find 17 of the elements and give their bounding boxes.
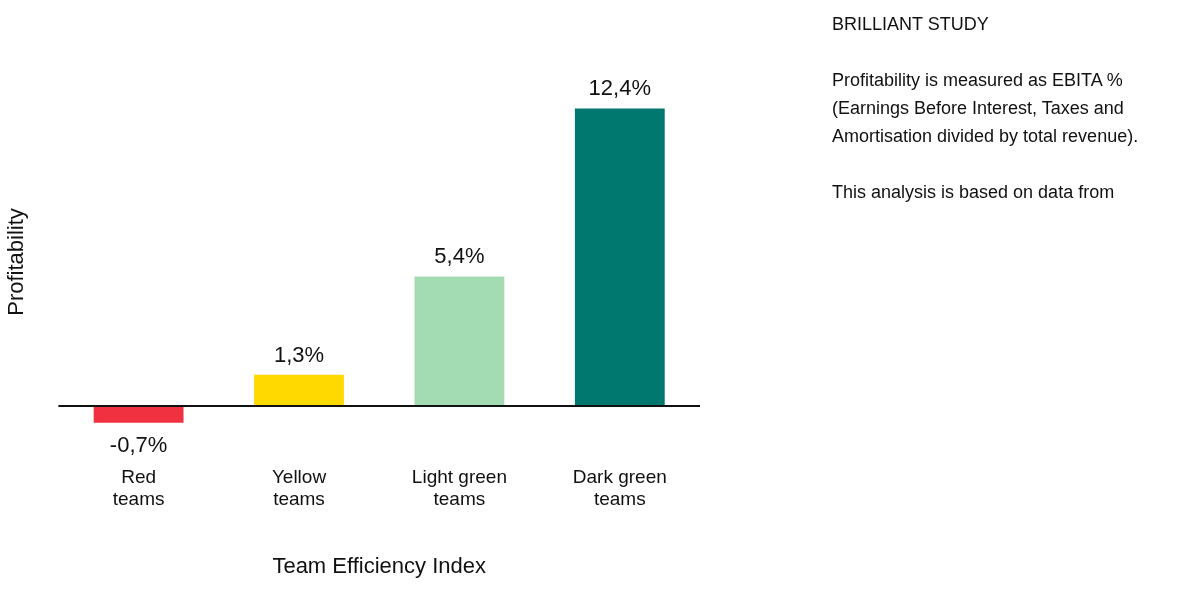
x-tick-label: Red teams bbox=[112, 465, 165, 510]
x-tick-label: Light green teams bbox=[411, 465, 507, 510]
text: This analysis is based on data from bbox=[832, 181, 1116, 204]
bar bbox=[93, 406, 184, 423]
bar bbox=[414, 276, 505, 406]
data-label: 12,4% bbox=[588, 75, 651, 101]
x-tick-label: Yellow teams bbox=[271, 465, 327, 510]
text: Profitability is measured as EBITA % (Earnings Before Interest, Taxes and Amortisation divided by total revenue). bbox=[832, 69, 1140, 148]
data-label: 1,3% bbox=[273, 341, 325, 367]
data-label: 5,4% bbox=[434, 243, 485, 269]
x-tick-label: Dark green teams bbox=[572, 465, 667, 510]
bar bbox=[254, 374, 344, 406]
data-label: -0,7% bbox=[109, 431, 168, 457]
y-axis-title: Profitability bbox=[3, 208, 29, 316]
x-axis-title: Team Efficiency Index bbox=[272, 552, 486, 578]
text: BRILLIANT STUDY bbox=[832, 13, 990, 36]
bar bbox=[574, 108, 665, 406]
